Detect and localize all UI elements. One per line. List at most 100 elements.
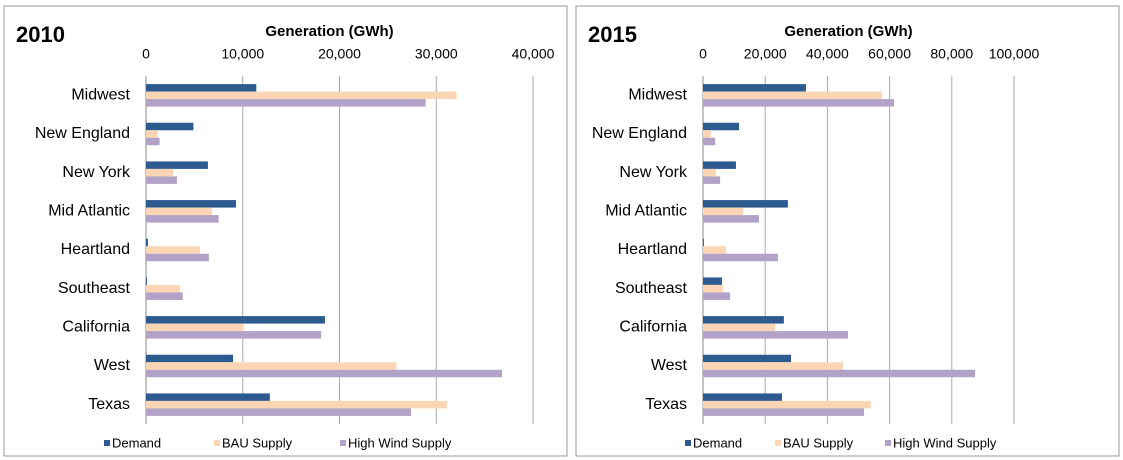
bar: [703, 238, 704, 247]
bar: [703, 369, 976, 378]
bar: [146, 253, 209, 262]
y-tick-label: Mid Atlantic: [605, 203, 687, 220]
y-tick-label: New England: [35, 125, 130, 142]
bar: [703, 362, 843, 370]
x-axis-title: Generation (GWh): [265, 23, 393, 40]
chart-title: 2010: [16, 22, 65, 47]
y-tick-label: West: [651, 357, 688, 374]
bar: [146, 137, 160, 146]
bar: [703, 122, 740, 131]
bar: [146, 168, 174, 177]
bar: [146, 292, 183, 300]
y-tick-label: West: [94, 357, 131, 374]
bar: [703, 84, 806, 92]
y-tick-label: California: [62, 319, 130, 336]
y-tick-label: Midwest: [71, 87, 130, 104]
y-tick-label: Heartland: [61, 241, 130, 258]
y-tick-label: Mid Atlantic: [48, 203, 130, 220]
x-tick-label: 40,000: [806, 46, 849, 62]
bar: [703, 393, 782, 401]
bar: [146, 277, 147, 285]
bar: [146, 331, 322, 339]
bar: [146, 316, 325, 324]
x-tick-label: 20,000: [744, 46, 787, 62]
x-tick-label: 0: [699, 46, 707, 62]
bar: [146, 369, 503, 378]
bar: [146, 200, 236, 208]
x-tick-label: 0: [142, 46, 150, 62]
bar: [703, 168, 717, 177]
x-tick-label: 60,000: [868, 46, 911, 62]
bar: [146, 207, 212, 216]
bar: [146, 354, 234, 363]
y-tick-label: Texas: [88, 396, 130, 413]
bar: [146, 362, 397, 370]
bar: [146, 161, 208, 169]
legend-swatch: [775, 440, 781, 446]
y-tick-label: New York: [62, 164, 131, 181]
legend-swatch: [885, 440, 891, 446]
legend-label: BAU Supply: [222, 435, 293, 450]
bar: [146, 408, 412, 416]
bar: [703, 253, 778, 262]
bar: [703, 246, 727, 254]
x-tick-label: 20,000: [318, 46, 361, 62]
y-tick-label: Southeast: [58, 280, 131, 297]
bar: [703, 284, 723, 293]
y-tick-label: Heartland: [618, 241, 687, 258]
bar: [703, 215, 759, 223]
chart-title: 2015: [588, 22, 637, 47]
panel: [575, 5, 1120, 457]
bar: [146, 400, 447, 409]
bar: [146, 323, 244, 332]
bar: [703, 292, 731, 300]
bar: [703, 207, 744, 216]
bar: [703, 200, 788, 208]
y-tick-label: California: [619, 319, 687, 336]
y-tick-label: Southeast: [615, 280, 688, 297]
bar: [146, 176, 177, 184]
legend-label: Demand: [693, 435, 742, 450]
bar: [703, 408, 865, 416]
bar: [146, 246, 201, 254]
bar: [703, 331, 848, 339]
bar: [146, 284, 180, 293]
bar: [703, 400, 871, 409]
bar: [703, 316, 784, 324]
bar: [703, 176, 721, 184]
bar: [703, 137, 716, 146]
legend-label: High Wind Supply: [893, 435, 997, 450]
legend-swatch: [340, 440, 346, 446]
bar: [146, 84, 257, 92]
y-tick-label: New York: [619, 164, 688, 181]
x-tick-label: 100,000: [989, 46, 1040, 62]
y-tick-label: Texas: [645, 396, 687, 413]
legend-swatch: [214, 440, 220, 446]
bar: [146, 130, 158, 138]
bar: [703, 277, 722, 285]
legend-label: Demand: [112, 435, 161, 450]
bar: [703, 130, 712, 138]
bar: [146, 393, 270, 401]
bar: [703, 323, 776, 332]
bar: [146, 91, 457, 100]
y-tick-label: Midwest: [628, 87, 687, 104]
x-tick-label: 80,000: [930, 46, 973, 62]
bar: [703, 161, 736, 169]
bar: [146, 215, 219, 223]
panel: [3, 5, 568, 457]
bar: [703, 354, 792, 363]
legend-swatch: [685, 440, 691, 446]
legend-swatch: [104, 440, 110, 446]
bar: [703, 99, 894, 107]
x-tick-label: 40,000: [512, 46, 555, 62]
bar: [146, 122, 194, 131]
x-tick-label: 30,000: [415, 46, 458, 62]
y-tick-label: New England: [592, 125, 687, 142]
bar: [146, 99, 426, 107]
x-tick-label: 10,000: [221, 46, 264, 62]
bar: [146, 238, 148, 247]
legend-label: High Wind Supply: [348, 435, 452, 450]
x-axis-title: Generation (GWh): [784, 23, 912, 40]
